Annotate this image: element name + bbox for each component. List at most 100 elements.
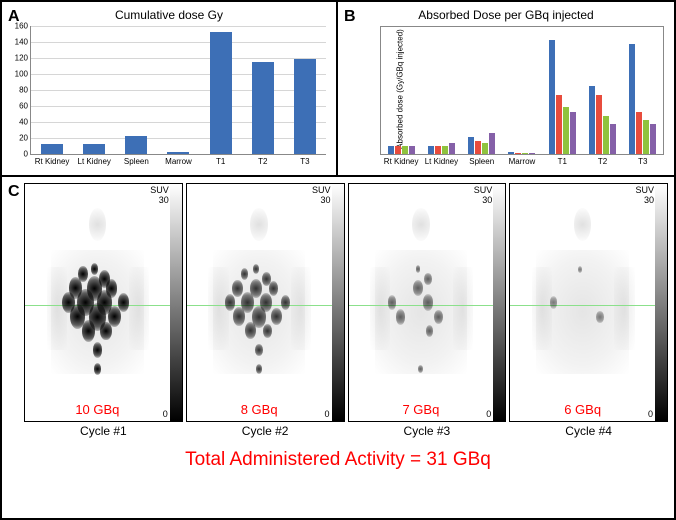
- uptake-blob: [232, 280, 242, 297]
- scan-image: SUV3008 GBq: [187, 184, 332, 421]
- bar: [482, 143, 488, 154]
- bar: [125, 136, 147, 154]
- suv-label: SUV30: [474, 186, 493, 206]
- bar-group: [200, 26, 242, 154]
- dose-label: 10 GBq: [75, 402, 119, 417]
- xlabels: Rt KidneyLt KidneySpleenMarrowT1T2T3: [31, 154, 326, 166]
- uptake-blob: [100, 322, 111, 340]
- ytick-label: 40: [19, 118, 31, 127]
- panel-c: C Cycle #1SUV30010 GBqCycle #2SUV3008 GB…: [2, 177, 674, 477]
- bar-group: [502, 27, 542, 154]
- xlabel: Spleen: [462, 154, 502, 166]
- uptake-blob: [233, 307, 245, 326]
- reference-line: [349, 305, 494, 306]
- bar: [41, 144, 63, 154]
- bar: [629, 44, 635, 154]
- uptake-blob: [269, 281, 278, 296]
- head-silhouette: [89, 208, 106, 241]
- dose-label: 8 GBq: [241, 402, 278, 417]
- xlabel: Marrow: [157, 154, 199, 166]
- xlabel: Rt Kidney: [31, 154, 73, 166]
- bar: [294, 59, 316, 154]
- chart-b-plot: Rt KidneyLt KidneySpleenMarrowT1T2T3: [380, 26, 664, 155]
- uptake-blob: [388, 295, 397, 309]
- bar: [563, 107, 569, 154]
- ytick-label: 20: [19, 134, 31, 143]
- bar: [549, 40, 555, 154]
- colorbar: [332, 184, 344, 421]
- bar: [603, 116, 609, 154]
- suv-label: SUV30: [150, 186, 169, 206]
- dose-label: 6 GBq: [564, 402, 601, 417]
- xlabels: Rt KidneyLt KidneySpleenMarrowT1T2T3: [381, 154, 663, 166]
- panel-c-letter: C: [8, 183, 20, 201]
- bar: [409, 146, 415, 154]
- bar: [556, 95, 562, 154]
- xlabel: T2: [582, 154, 622, 166]
- top-row: A Cumulative dose Gy 0204060801001201401…: [2, 2, 674, 177]
- bar: [402, 146, 408, 154]
- chart-b-area: Rt KidneyLt KidneySpleenMarrowT1T2T3: [380, 26, 664, 155]
- head-silhouette: [412, 208, 429, 241]
- panel-b: B Absorbed Dose per GBq injected Absorbe…: [338, 2, 674, 175]
- ytick-label: 100: [15, 70, 31, 79]
- bar: [610, 124, 616, 154]
- bar: [489, 133, 495, 154]
- xlabel: T2: [242, 154, 284, 166]
- bars-row: [381, 27, 663, 154]
- colorbar: [655, 184, 667, 421]
- xlabel: Lt Kidney: [73, 154, 115, 166]
- uptake-blob: [93, 342, 102, 357]
- cycle-label: Cycle #3: [349, 421, 506, 438]
- uptake-blob: [434, 310, 443, 324]
- bar: [83, 144, 105, 154]
- ytick-label: 0: [24, 150, 31, 159]
- scan-panel: Cycle #4SUV3006 GBq: [509, 183, 668, 422]
- xlabel: T1: [542, 154, 582, 166]
- head-silhouette: [250, 208, 267, 241]
- colorbar: [170, 184, 182, 421]
- total-activity-line: Total Administered Activity = 31 GBq: [2, 449, 674, 471]
- bar: [468, 137, 474, 154]
- bar: [475, 141, 481, 154]
- bar-group: [115, 26, 157, 154]
- panel-a-title: Cumulative dose Gy: [2, 8, 336, 22]
- bar: [643, 120, 649, 154]
- ytick-label: 60: [19, 102, 31, 111]
- xlabel: Spleen: [115, 154, 157, 166]
- scan-image: SUV30 0 10 GBq: [25, 184, 170, 421]
- suv-label: SUV30: [635, 186, 654, 206]
- bar: [210, 32, 232, 154]
- bar: [442, 146, 448, 154]
- uptake-blob: [94, 363, 102, 375]
- ytick-label: 160: [15, 22, 31, 31]
- bar-group: [542, 27, 582, 154]
- uptake-blob: [245, 322, 255, 339]
- bar: [596, 95, 602, 154]
- ytick-label: 140: [15, 38, 31, 47]
- arm-silhouette: [370, 267, 390, 350]
- chart-a-plot: 020406080100120140160Rt KidneyLt KidneyS…: [30, 26, 326, 155]
- scan-panel: Cycle #1SUV30010 GBq: [24, 183, 183, 422]
- suv-min: 0: [324, 409, 329, 419]
- scan-image: SUV3007 GBq: [349, 184, 494, 421]
- bar: [589, 86, 595, 154]
- uptake-blob: [424, 273, 431, 285]
- xlabel: Lt Kidney: [421, 154, 461, 166]
- bar-group: [421, 27, 461, 154]
- bar: [435, 146, 441, 154]
- reference-line: [510, 305, 655, 306]
- bar: [395, 146, 401, 154]
- bar-group: [73, 26, 115, 154]
- ytick-label: 120: [15, 54, 31, 63]
- xlabel: T3: [623, 154, 663, 166]
- uptake-blob: [413, 280, 423, 296]
- suv-min: 0: [163, 409, 168, 419]
- chart-a-area: 020406080100120140160Rt KidneyLt KidneyS…: [30, 26, 326, 155]
- scan-image: SUV3006 GBq: [510, 184, 655, 421]
- panel-b-title: Absorbed Dose per GBq injected: [338, 8, 674, 22]
- scan-panel: Cycle #2SUV3008 GBq: [186, 183, 345, 422]
- bar: [428, 146, 434, 154]
- bar: [252, 62, 274, 154]
- bar-group: [157, 26, 199, 154]
